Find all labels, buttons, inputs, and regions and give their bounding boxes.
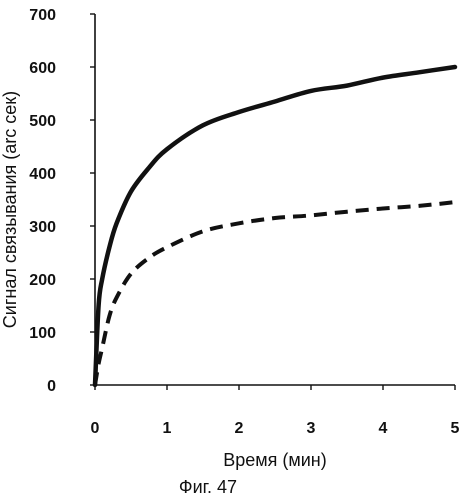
y-tick-label: 400 [29,166,56,183]
y-tick-label: 500 [29,113,56,130]
y-tick-label: 300 [29,219,56,236]
y-tick-label: 700 [29,7,56,24]
y-axis-ticks: 0 100 200 300 400 500 600 700 [29,7,95,395]
figure-caption: Фиг. 47 [179,477,237,497]
y-tick-label: 100 [29,325,56,342]
y-tick-label: 0 [47,378,56,395]
x-tick-label: 4 [379,420,388,437]
x-tick-label: 3 [307,420,316,437]
solid-series-line [95,67,455,385]
x-tick-label: 0 [91,420,100,437]
x-tick-label: 2 [235,420,244,437]
chart-axes [95,14,455,385]
x-tick-label: 5 [451,420,460,437]
x-axis-ticks: 0 1 2 3 4 5 [91,385,460,437]
dashed-series-line [95,202,455,385]
x-axis-label: Время (мин) [223,450,327,470]
y-tick-label: 600 [29,60,56,77]
chart-series [95,67,455,385]
y-tick-label: 200 [29,272,56,289]
x-tick-label: 1 [163,420,172,437]
y-axis-label: Сигнал связывания (arc сек) [0,91,20,328]
